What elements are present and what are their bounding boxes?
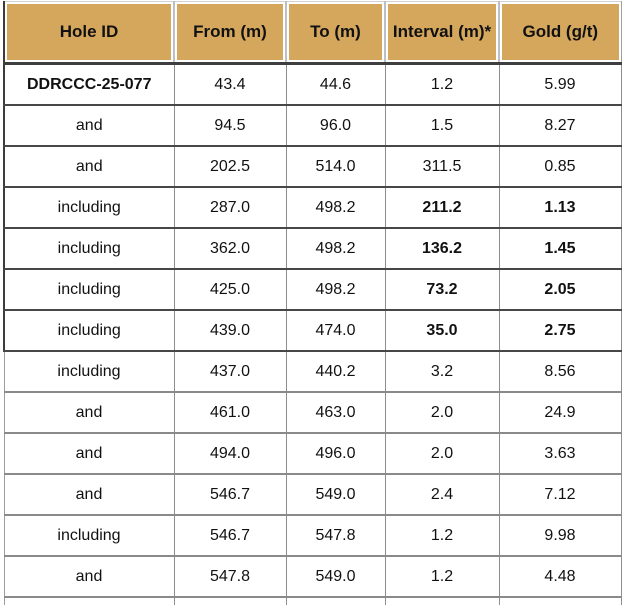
- from-cell: 362.0: [173, 227, 287, 270]
- gold-cell: 2.05: [498, 268, 622, 311]
- from-cell: 425.0: [173, 268, 287, 311]
- drill-results-table: Hole ID From (m) To (m) Interval (m)* Go…: [3, 1, 622, 605]
- hole-id-cell: including: [3, 227, 175, 270]
- table-header: Hole ID From (m) To (m) Interval (m)* Go…: [3, 1, 622, 65]
- gold-cell: 8.27: [498, 104, 622, 147]
- to-cell: 463.0: [285, 391, 386, 434]
- gold-cell: 8.56: [498, 350, 622, 393]
- table-body: DDRCCC-25-077 43.4 44.6 1.2 5.99 and 94.…: [3, 63, 622, 605]
- gold-cell: 2.75: [498, 309, 622, 352]
- interval-cell: 1.5: [384, 104, 500, 147]
- table-row: and 94.5 96.0 1.5 8.27: [3, 104, 622, 147]
- interval-cell: 3.2: [384, 350, 500, 393]
- from-cell: 287.0: [173, 186, 287, 229]
- from-cell: 94.5: [173, 104, 287, 147]
- to-cell: [285, 596, 386, 605]
- gold-cell: 5.99: [498, 63, 622, 106]
- from-cell: 547.8: [173, 555, 287, 598]
- gold-cell: [498, 596, 622, 605]
- table-row: including 425.0 498.2 73.2 2.05: [3, 268, 622, 311]
- from-cell: 494.0: [173, 432, 287, 475]
- table-row: including 439.0 474.0 35.0 2.75: [3, 309, 622, 352]
- gold-cell: 1.45: [498, 227, 622, 270]
- interval-cell: 211.2: [384, 186, 500, 229]
- header-row: Hole ID From (m) To (m) Interval (m)* Go…: [3, 1, 622, 65]
- col-header-from: From (m): [173, 1, 287, 65]
- interval-cell: 311.5: [384, 145, 500, 188]
- to-cell: 498.2: [285, 227, 386, 270]
- table-row: including 287.0 498.2 211.2 1.13: [3, 186, 622, 229]
- table-row: and 202.5 514.0 311.5 0.85: [3, 145, 622, 188]
- interval-cell: 2.0: [384, 391, 500, 434]
- table-row: and 461.0 463.0 2.0 24.9: [3, 391, 622, 434]
- hole-id-cell: including: [3, 514, 175, 557]
- hole-id-cell: and: [3, 391, 175, 434]
- hole-id-cell: including: [3, 309, 175, 352]
- interval-cell: 2.4: [384, 473, 500, 516]
- hole-id-cell: and: [3, 432, 175, 475]
- hole-id-cell: including: [3, 186, 175, 229]
- hole-id-cell: DDRCCC-25-077: [3, 63, 175, 106]
- from-cell: 546.7: [173, 473, 287, 516]
- to-cell: 96.0: [285, 104, 386, 147]
- table-row: including 362.0 498.2 136.2 1.45: [3, 227, 622, 270]
- gold-cell: 1.13: [498, 186, 622, 229]
- from-cell: 43.4: [173, 63, 287, 106]
- from-cell: 546.7: [173, 514, 287, 557]
- table-row: including 546.7 547.8 1.2 9.98: [3, 514, 622, 557]
- interval-cell: 73.2: [384, 268, 500, 311]
- hole-id-cell: and: [3, 473, 175, 516]
- from-cell: 202.5: [173, 145, 287, 188]
- col-header-to: To (m): [285, 1, 386, 65]
- table-row: and 547.8 549.0 1.2 4.48: [3, 555, 622, 598]
- to-cell: 44.6: [285, 63, 386, 106]
- to-cell: 498.2: [285, 186, 386, 229]
- interval-cell: 35.0: [384, 309, 500, 352]
- gold-cell: 3.63: [498, 432, 622, 475]
- to-cell: 549.0: [285, 473, 386, 516]
- to-cell: 496.0: [285, 432, 386, 475]
- table-row: and 546.7 549.0 2.4 7.12: [3, 473, 622, 516]
- table-row: DDRCCC-25-077 43.4 44.6 1.2 5.99: [3, 63, 622, 106]
- to-cell: 547.8: [285, 514, 386, 557]
- interval-cell: 136.2: [384, 227, 500, 270]
- hole-id-cell: [3, 596, 175, 605]
- to-cell: 498.2: [285, 268, 386, 311]
- interval-cell: 1.2: [384, 514, 500, 557]
- table-row: including 437.0 440.2 3.2 8.56: [3, 350, 622, 393]
- from-cell: [173, 596, 287, 605]
- col-header-interval: Interval (m)*: [384, 1, 500, 65]
- gold-cell: 9.98: [498, 514, 622, 557]
- from-cell: 437.0: [173, 350, 287, 393]
- hole-id-cell: including: [3, 350, 175, 393]
- interval-cell: 1.2: [384, 63, 500, 106]
- gold-cell: 7.12: [498, 473, 622, 516]
- gold-cell: 0.85: [498, 145, 622, 188]
- hole-id-cell: and: [3, 104, 175, 147]
- hole-id-cell: and: [3, 555, 175, 598]
- col-header-hole-id: Hole ID: [3, 1, 175, 65]
- hole-id-cell: including: [3, 268, 175, 311]
- hole-id-cell: and: [3, 145, 175, 188]
- from-cell: 439.0: [173, 309, 287, 352]
- interval-cell: 1.2: [384, 555, 500, 598]
- to-cell: 549.0: [285, 555, 386, 598]
- to-cell: 514.0: [285, 145, 386, 188]
- table-row: and 494.0 496.0 2.0 3.63: [3, 432, 622, 475]
- gold-cell: 24.9: [498, 391, 622, 434]
- gold-cell: 4.48: [498, 555, 622, 598]
- cropped-next-row: [3, 596, 622, 605]
- to-cell: 440.2: [285, 350, 386, 393]
- interval-cell: 2.0: [384, 432, 500, 475]
- col-header-gold: Gold (g/t): [498, 1, 622, 65]
- to-cell: 474.0: [285, 309, 386, 352]
- from-cell: 461.0: [173, 391, 287, 434]
- interval-cell: [384, 596, 500, 605]
